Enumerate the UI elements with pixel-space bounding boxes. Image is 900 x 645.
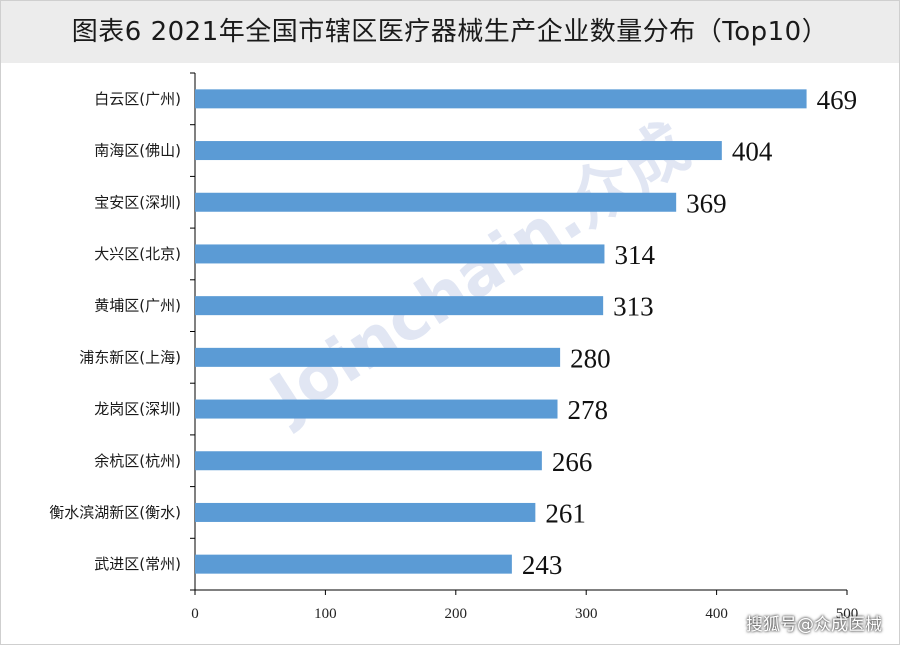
bar [195,141,722,161]
bar [195,451,542,471]
bar [195,502,536,522]
data-label: 261 [545,498,586,528]
category-label: 浦东新区(上海) [79,348,181,366]
data-label: 243 [522,550,563,580]
x-tick-label: 0 [191,606,199,622]
bar [195,296,604,316]
category-label: 宝安区(深圳) [94,193,181,211]
category-label: 南海区(佛山) [94,142,181,160]
x-tick-label: 500 [836,606,859,622]
data-label: 469 [817,85,858,115]
data-label: 404 [732,137,773,167]
bar [195,244,605,264]
data-label: 278 [568,395,609,425]
category-label: 黄埔区(广州) [94,297,181,315]
category-label: 武进区(常州) [94,555,181,573]
title-bar: 图表6 2021年全国市辖区医疗器械生产企业数量分布（Top10） [1,1,899,63]
x-tick-label: 400 [705,606,728,622]
data-label: 369 [686,188,727,218]
x-tick-label: 300 [575,606,598,622]
bar [195,347,561,367]
data-label: 314 [614,240,655,270]
bar [195,554,512,574]
bar [195,192,677,212]
category-label: 龙岗区(深圳) [94,400,181,418]
category-label: 余杭区(杭州) [94,452,181,470]
chart-title: 图表6 2021年全国市辖区医疗器械生产企业数量分布（Top10） [71,17,829,47]
data-label: 313 [613,292,654,322]
x-tick-label: 100 [314,606,337,622]
data-label: 280 [570,343,611,373]
bar [195,399,558,419]
x-tick-label: 200 [445,606,468,622]
category-label: 白云区(广州) [94,90,181,108]
category-label: 大兴区(北京) [94,245,181,263]
category-label: 衡水滨湖新区(衡水) [49,503,181,521]
footer-credit: 搜狐号@众成医械 [746,615,882,635]
data-label: 266 [552,447,593,477]
bar [195,89,807,109]
